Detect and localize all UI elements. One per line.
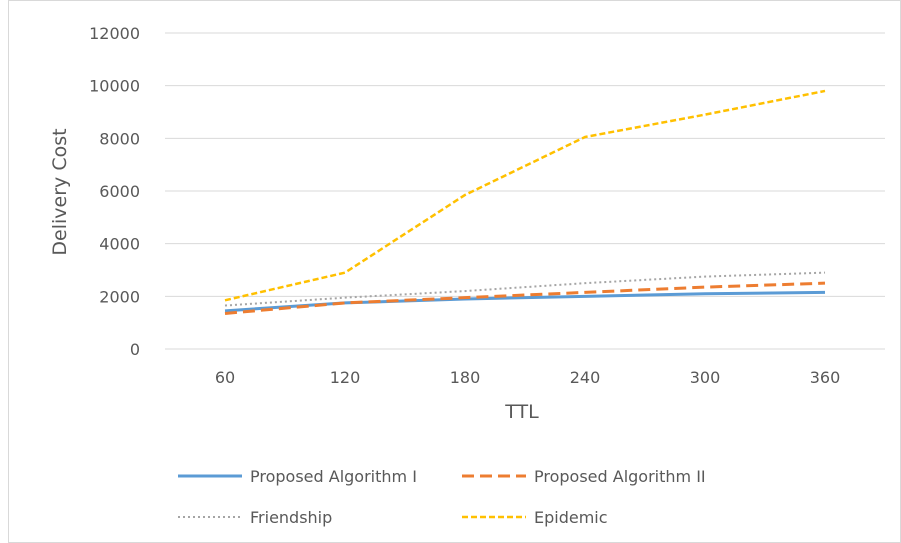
- series-lines: [224, 89, 826, 315]
- series-line: [224, 271, 826, 307]
- series-line: [224, 281, 826, 315]
- x-tick-label: 240: [570, 368, 601, 387]
- y-axis-title: Delivery Cost: [49, 128, 71, 255]
- x-tick-label: 300: [690, 368, 721, 387]
- x-tick-label: 60: [215, 368, 235, 387]
- x-tick-label: 360: [810, 368, 841, 387]
- y-tick-label: 4000: [99, 235, 140, 254]
- gridlines: [165, 32, 885, 350]
- y-tick-label: 8000: [99, 129, 140, 148]
- legend: Proposed Algorithm I Proposed Algorithm I…: [178, 467, 706, 527]
- x-axis-ticks: 60 120 180 240 300 360: [215, 368, 840, 387]
- y-tick-label: 0: [130, 340, 140, 359]
- y-axis-ticks: 0 2000 4000 6000 8000 10000 12000: [89, 24, 140, 359]
- y-tick-label: 12000: [89, 24, 140, 43]
- legend-label: Proposed Algorithm II: [534, 467, 706, 486]
- legend-label: Friendship: [250, 508, 332, 527]
- x-axis-title: TTL: [504, 401, 539, 423]
- x-tick-label: 180: [450, 368, 481, 387]
- x-tick-label: 120: [330, 368, 361, 387]
- series-line: [224, 89, 826, 302]
- y-tick-label: 2000: [99, 287, 140, 306]
- legend-label: Proposed Algorithm I: [250, 467, 417, 486]
- y-tick-label: 6000: [99, 182, 140, 201]
- y-tick-label: 10000: [89, 77, 140, 96]
- chart-frame: [8, 0, 901, 543]
- legend-label: Epidemic: [534, 508, 608, 527]
